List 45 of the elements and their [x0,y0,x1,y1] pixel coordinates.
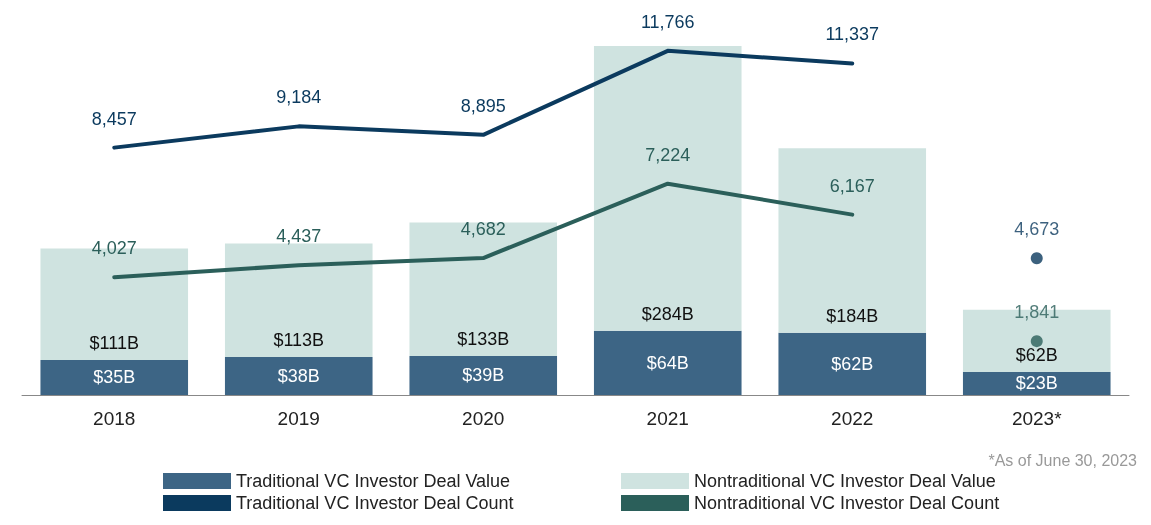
data-label: $23B [1015,373,1058,394]
legend-label: Traditional VC Investor Deal Value [236,471,511,491]
bar [224,356,373,395]
data-label: 7,224 [645,144,691,165]
data-label: $284B [641,303,694,324]
data-label: $111B [89,332,139,353]
bar [778,148,927,333]
x-tick-label: 2018 [93,408,136,429]
legend-label: Nontraditional VC Investor Deal Value [694,471,996,491]
data-label: 4,437 [276,226,322,247]
data-label: $64B [646,352,689,373]
data-label: $62B [831,353,874,374]
data-label: 9,184 [276,87,322,108]
legend-label: Traditional VC Investor Deal Count [236,493,514,513]
x-tick-label: 2019 [277,408,320,429]
data-label: 8,457 [91,108,137,129]
data-label: 4,682 [460,219,506,240]
data-label: $62B [1015,344,1058,365]
bar [409,355,558,395]
data-label: 4,673 [1014,219,1060,240]
data-label: $38B [277,365,320,386]
bar [593,46,742,331]
legend-label: Nontraditional VC Investor Deal Count [694,493,1000,513]
data-label: 4,027 [91,238,137,259]
data-label: 11,337 [825,24,880,45]
bar [962,371,1111,395]
data-label: $133B [457,328,510,349]
x-tick-label: 2021 [646,408,689,429]
bar [778,332,927,395]
data-label: $184B [826,305,879,326]
data-label: $39B [462,365,505,386]
bar [40,359,189,395]
bar [593,330,742,395]
data-label: $113B [273,329,325,350]
data-label: 8,895 [460,95,506,116]
data-label: 6,167 [829,175,875,196]
text: *As of June 30, 2023 [988,451,1138,469]
x-tick-label: 2022 [831,408,874,429]
x-tick-label: 2023* [1011,408,1063,429]
x-tick-label: 2020 [462,408,505,429]
bar [224,243,373,357]
bar [409,222,558,356]
data-label: 1,841 [1014,302,1060,323]
data-label: 11,766 [640,11,695,32]
data-label: $35B [93,367,136,388]
